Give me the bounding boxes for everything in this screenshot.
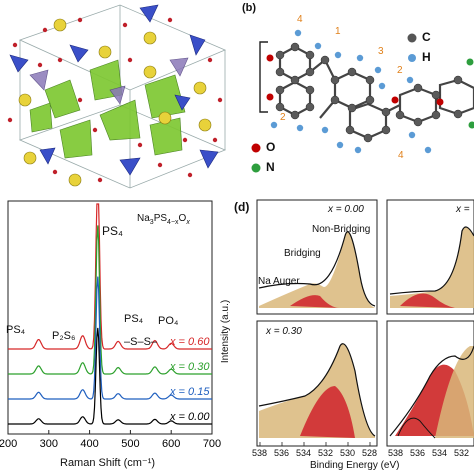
molecule-image	[251, 29, 474, 173]
xps-x-tick: 536	[410, 448, 426, 458]
legend-hydrogen-label: H	[422, 50, 431, 64]
raman-x-tick-label: 400	[80, 438, 98, 450]
raman-series-line	[8, 203, 212, 350]
legend-oxygen-label: O	[266, 140, 276, 154]
crystal-structure-image	[7, 4, 227, 189]
xps-x-tick: 532	[454, 448, 470, 458]
panel-label-d: (d)	[234, 200, 250, 214]
atom-number-label: 2	[280, 112, 286, 123]
raman-x-tick-label: 200	[0, 438, 17, 450]
xps-subplot-000-x-value: x = 0.00	[328, 204, 364, 215]
xps-chart	[256, 199, 474, 447]
peak-label-ps4-low: PS₄	[6, 324, 26, 336]
raman-series-line	[8, 327, 212, 425]
xps-subplot-000	[256, 199, 378, 315]
legend-nitrogen-label: N	[266, 160, 275, 174]
peak-label-ps4-main: PS₄	[102, 224, 123, 238]
molecule-panel: (b)	[240, 0, 474, 190]
panel-label-b: (b)	[242, 2, 257, 14]
xps-subplot-030	[256, 320, 378, 447]
peak-label-p2s6: P₂S₆	[52, 330, 76, 342]
peak-label-ps4-high: PS₄	[124, 313, 144, 325]
xps-annotation-bridging: Bridging	[284, 248, 321, 259]
series-label-060: x = 0.60	[170, 336, 210, 348]
xps-x-tick: 538	[252, 448, 268, 458]
atom-number-label: 1	[335, 26, 341, 37]
raman-formula: Na3PS4−xOx	[137, 213, 190, 226]
raman-series-line	[8, 225, 212, 375]
xps-x-tick: 530	[340, 448, 356, 458]
xps-x-tick: 536	[274, 448, 290, 458]
xps-x-tick: 538	[388, 448, 404, 458]
xps-annotation-non-bridging: Non-Bridging	[312, 224, 371, 235]
atom-number-label: 3	[378, 46, 384, 57]
raman-series-line	[8, 276, 212, 400]
xps-panel: (d) Intensity (a.u.)	[220, 196, 474, 474]
raman-plot-frame	[7, 200, 213, 435]
atom-number-label: 4	[398, 150, 404, 161]
xps-subplot-partial-2	[386, 320, 474, 447]
xps-x-tick: 532	[318, 448, 334, 458]
xps-annotation-na-auger: Na Auger	[258, 276, 300, 287]
crystal-structure-panel	[0, 0, 235, 190]
raman-x-tick-label: 300	[40, 438, 58, 450]
xps-x-tick: 528	[362, 448, 378, 458]
atom-number-label: 2	[397, 65, 403, 76]
series-label-015: x = 0.15	[170, 386, 210, 398]
raman-x-axis-label: Raman Shift (cm⁻¹)	[60, 457, 156, 469]
raman-x-tick-label: 500	[121, 438, 139, 450]
peak-label-po4: PO₄	[158, 315, 179, 327]
series-label-000: x = 0.00	[170, 411, 210, 423]
atom-number-label: 4	[297, 14, 303, 25]
xps-subplot-030-x-value: x = 0.30	[266, 326, 302, 337]
raman-panel: 200 300 400 500 600 700 Na3PS4−xOx PS₄ PS₄ P₂…	[0, 196, 230, 474]
xps-x-tick: 534	[296, 448, 312, 458]
legend-carbon-label: C	[422, 30, 431, 44]
peak-label-s-s: –S–S–	[124, 336, 158, 348]
raman-chart: 200 300 400 500 600 700	[0, 200, 221, 450]
raman-x-tick-label: 600	[162, 438, 180, 450]
xps-x-axis-label: Binding Energy (eV)	[310, 460, 400, 471]
xps-x-tick: 534	[432, 448, 448, 458]
xps-subplot-060-partial	[386, 199, 474, 315]
raman-x-tick-label: 700	[203, 438, 221, 450]
series-label-030: x = 0.30	[170, 361, 210, 373]
xps-subplot-partial-x-value: x =	[456, 204, 470, 215]
